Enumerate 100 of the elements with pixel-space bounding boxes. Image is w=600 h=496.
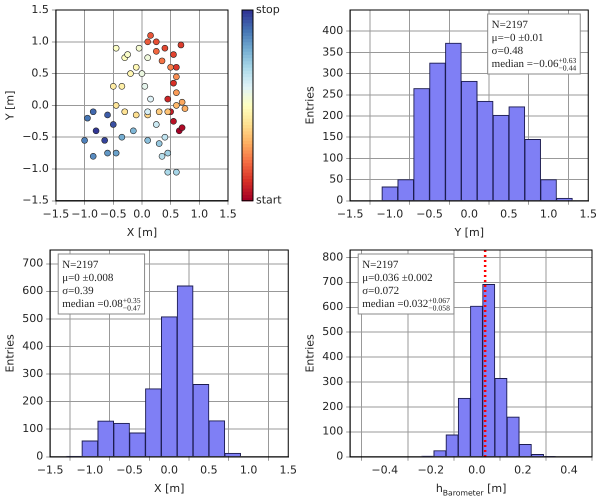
- x-tick-label: −0.5: [116, 463, 143, 476]
- y-tick-label: 300: [322, 374, 344, 388]
- color-bar-label: start: [256, 194, 282, 207]
- point: [144, 108, 151, 116]
- point: [104, 150, 111, 156]
- point: [147, 96, 154, 102]
- y-tick-label: 100: [322, 424, 344, 438]
- annotation: N=2197: [492, 19, 528, 31]
- y-tick-label: 250: [322, 88, 344, 101]
- x-tick-label: 1.5: [219, 207, 237, 220]
- point: [121, 108, 128, 116]
- annotation: N=2197: [362, 259, 399, 271]
- x-tick-label: −1.0: [376, 207, 404, 220]
- point: [173, 73, 180, 80]
- point: [112, 102, 120, 109]
- x-tick-label: 0.2: [514, 463, 532, 476]
- point: [90, 152, 96, 160]
- x-tick-label: 0.0: [133, 207, 151, 220]
- point: [156, 108, 162, 116]
- y-tick-label: 350: [322, 45, 344, 58]
- point: [170, 80, 177, 86]
- point: [152, 121, 160, 128]
- annotation: σ=0.48: [492, 45, 524, 57]
- x-tick-label: 0.5: [200, 463, 218, 476]
- point: [162, 44, 168, 52]
- y-tick-label: −0.5: [22, 130, 49, 144]
- y-tick-label: 700: [322, 275, 344, 288]
- x-tick-label: 1.0: [190, 207, 208, 220]
- point: [110, 121, 117, 128]
- y-tick-label: 100: [322, 151, 344, 164]
- point: [112, 44, 120, 52]
- annotation: σ=0.072: [362, 285, 400, 297]
- point: [92, 128, 100, 134]
- point: [170, 51, 177, 58]
- y-axis-title: Y [m]: [3, 90, 16, 122]
- y-tick-label: 700: [22, 256, 44, 270]
- y-tick-label: 200: [322, 108, 344, 122]
- point: [136, 44, 142, 52]
- y-tick-label: 400: [322, 350, 344, 363]
- point: [130, 128, 137, 134]
- x-tick-label: 0.0: [460, 207, 478, 220]
- point: [138, 70, 146, 77]
- y-tick-label: 400: [22, 339, 44, 352]
- x-tick-label: −0.5: [416, 207, 443, 220]
- point: [101, 137, 108, 144]
- x-tick-label: −1.0: [76, 463, 104, 476]
- x-tick-label: −1.5: [42, 207, 70, 220]
- point: [178, 98, 186, 106]
- x-tick-label: 1.0: [240, 463, 258, 476]
- y-tick-label: 0.5: [31, 66, 49, 80]
- point: [164, 96, 172, 102]
- y-tick-label: 400: [322, 24, 344, 38]
- x-tick-label: −0.4: [371, 463, 398, 476]
- point: [144, 54, 151, 61]
- y-tick-label: 0: [36, 450, 44, 463]
- y-axis-title: Entries: [303, 86, 316, 125]
- x-tick-label: 1.5: [280, 463, 298, 476]
- point: [173, 168, 180, 176]
- y-tick-label: 0.0: [31, 98, 49, 112]
- point: [124, 51, 131, 58]
- point: [84, 114, 91, 122]
- point: [152, 48, 160, 55]
- point: [104, 112, 111, 118]
- y-tick-label: 0: [336, 450, 344, 463]
- point: [110, 83, 117, 90]
- point: [112, 150, 120, 156]
- point: [118, 134, 126, 140]
- x-axis-title: X [m]: [154, 482, 184, 495]
- x-tick-label: 1.5: [580, 207, 598, 220]
- y-tick-label: 100: [22, 422, 44, 436]
- point: [144, 137, 151, 144]
- point: [144, 38, 151, 46]
- annotation: μ=0 ±0.008: [62, 272, 114, 284]
- annotation: μ=−0 ±0.01: [492, 32, 544, 44]
- x-tick-label: −0.2: [417, 463, 444, 476]
- point: [170, 118, 177, 125]
- point: [147, 32, 154, 39]
- x-tick-label: 0.5: [162, 207, 180, 220]
- x-tick-label: −0.5: [100, 207, 127, 220]
- y-tick-label: 200: [322, 400, 344, 413]
- point: [178, 42, 184, 48]
- y-tick-label: 300: [322, 66, 344, 80]
- point: [118, 83, 126, 90]
- point: [90, 108, 96, 116]
- y-tick-label: 600: [22, 284, 44, 298]
- y-tick-label: 150: [322, 130, 344, 144]
- x-axis-title: Y [m]: [453, 226, 484, 239]
- point: [156, 140, 162, 147]
- y-tick-label: 300: [22, 366, 44, 380]
- point: [178, 124, 186, 131]
- point: [158, 152, 166, 160]
- annotation: σ=0.39: [62, 285, 94, 297]
- x-axis-title: X [m]: [126, 226, 158, 239]
- point: [132, 112, 140, 118]
- point: [167, 64, 174, 71]
- color-bar-label: stop: [256, 2, 280, 16]
- x-tick-label: 0.4: [560, 463, 578, 476]
- point: [152, 38, 160, 46]
- point: [182, 105, 188, 112]
- y-tick-label: 200: [22, 394, 44, 408]
